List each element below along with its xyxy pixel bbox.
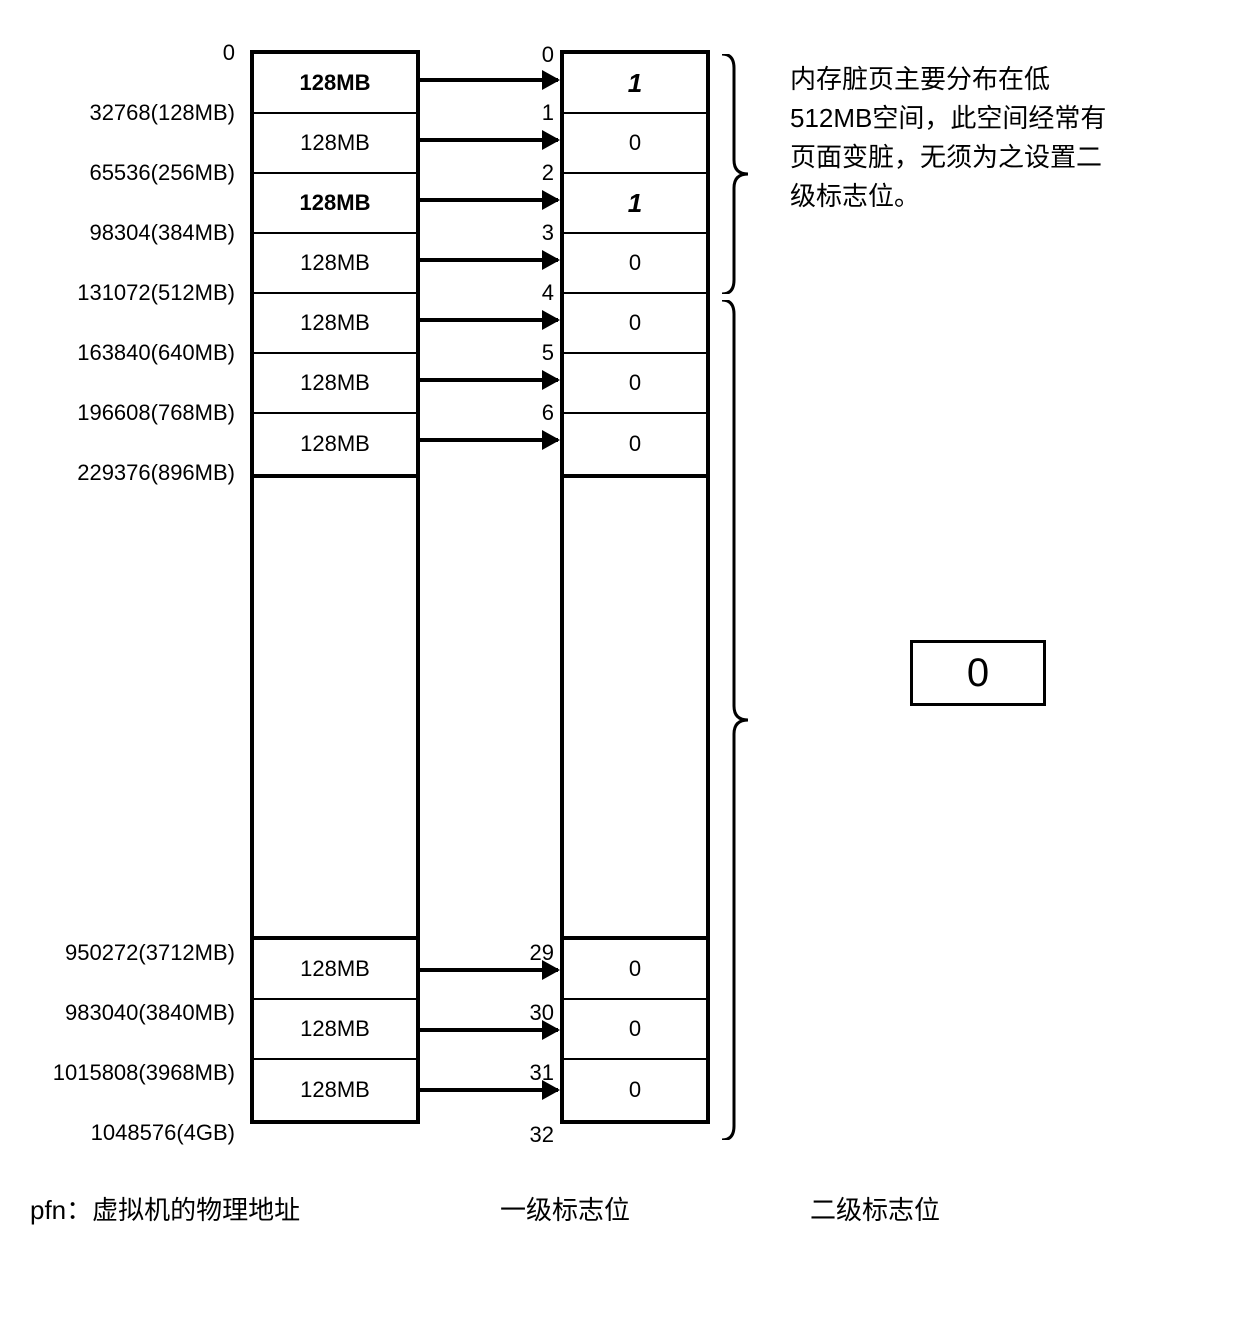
arrow-icon [416,318,558,322]
arrow-icon [416,1028,558,1032]
memory-cell: 128MB [254,354,416,414]
left-column-top: 128MB128MB128MB128MB128MB128MB128MB [250,50,420,478]
index-label: 1 [518,100,554,126]
arrow-icon [416,78,558,82]
memory-cell: 1 [564,54,706,114]
arrow-icon [416,968,558,972]
result-box: 0 [910,640,1046,706]
index-label: 6 [518,400,554,426]
pfn-label: 163840(640MB) [35,340,235,366]
arrow-icon [416,198,558,202]
memory-cell: 0 [564,114,706,174]
memory-cell: 128MB [254,294,416,354]
brace-icon [720,300,750,1140]
memory-cell: 0 [564,1060,706,1120]
pfn-label: 131072(512MB) [35,280,235,306]
memory-cell: 128MB [254,54,416,114]
memory-cell: 0 [564,1000,706,1060]
memory-cell: 128MB [254,234,416,294]
pfn-label: 1048576(4GB) [35,1120,235,1146]
index-label: 5 [518,340,554,366]
index-label: 32 [518,1122,554,1148]
arrow-icon [416,378,558,382]
memory-cell: 0 [564,294,706,354]
memory-cell: 128MB [254,940,416,1000]
right-column-bottom: 000 [560,940,710,1124]
memory-cell: 0 [564,414,706,474]
pfn-label: 229376(896MB) [35,460,235,486]
pfn-label: 1015808(3968MB) [35,1060,235,1086]
memory-cell: 128MB [254,1060,416,1120]
index-label: 3 [518,220,554,246]
pfn-label: 98304(384MB) [35,220,235,246]
pfn-label: 32768(128MB) [35,100,235,126]
memory-cell: 1 [564,174,706,234]
pfn-label: 0 [35,40,235,66]
memory-cell: 0 [564,940,706,1000]
result-value: 0 [967,651,989,696]
pfn-label: 983040(3840MB) [35,1000,235,1026]
arrow-icon [416,438,558,442]
index-label: 4 [518,280,554,306]
arrow-icon [416,138,558,142]
pfn-label: 65536(256MB) [35,160,235,186]
left-column-bottom: 128MB128MB128MB [250,940,420,1124]
pfn-label: 196608(768MB) [35,400,235,426]
annotation-text: 内存脏页主要分布在低512MB空间，此空间经常有页面变脏，无须为之设置二级标志位… [790,60,1120,216]
bottom-label: 二级标志位 [810,1190,940,1227]
index-label: 2 [518,160,554,186]
index-label: 0 [518,42,554,68]
arrow-icon [416,1088,558,1092]
memory-cell: 0 [564,354,706,414]
memory-cell: 128MB [254,1000,416,1060]
brace-icon [720,54,750,294]
memory-cell: 0 [564,234,706,294]
memory-cell: 128MB [254,174,416,234]
memory-cell: 128MB [254,414,416,474]
right-column-top: 1010000 [560,50,710,478]
memory-diagram: 032768(128MB)65536(256MB)98304(384MB)131… [20,20,1220,1320]
memory-cell: 128MB [254,114,416,174]
bottom-label: pfn：虚拟机的物理地址 [30,1190,300,1227]
right-column-gap [560,470,710,940]
bottom-label: 一级标志位 [500,1190,630,1227]
arrow-icon [416,258,558,262]
pfn-label: 950272(3712MB) [35,940,235,966]
left-column-gap [250,470,420,940]
